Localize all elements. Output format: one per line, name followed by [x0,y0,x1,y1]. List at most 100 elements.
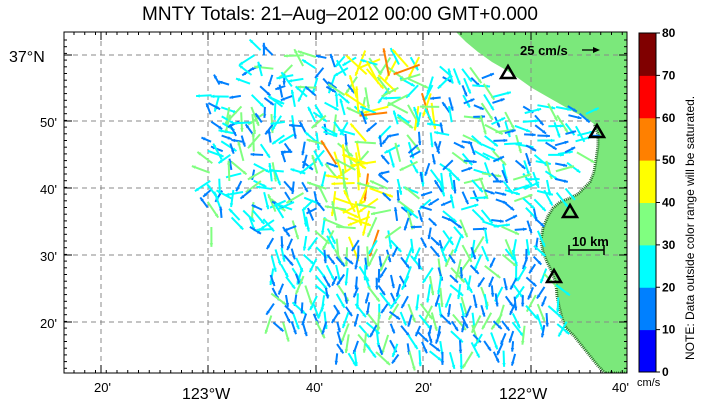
current-vector-head [334,106,339,110]
lat-label-37N: 37°N [9,49,45,66]
current-vector-head [297,85,302,89]
current-vector-head [451,364,456,369]
current-vector-head [434,141,438,146]
current-vector-head [336,60,341,65]
current-vector-head [227,136,232,140]
current-vector-head [338,340,343,345]
current-vector-icon [354,50,367,77]
current-vector-head [256,185,261,189]
current-vector-head [354,285,358,290]
current-vector-head [474,303,478,308]
lon-label-40-east: 40' [612,380,629,395]
current-vector-icon [366,216,378,238]
current-vector-head [428,315,433,320]
current-vector-head [414,66,419,71]
current-vector-head [474,269,479,274]
map-border [63,31,628,374]
current-vector-head [323,218,328,222]
current-vector-head [256,227,261,232]
current-vector-head [495,358,499,363]
current-vector-head [229,95,234,99]
current-vector-head [381,93,386,97]
current-vector-head [286,318,291,323]
current-vector-head [236,187,240,192]
current-vector-head [319,113,323,118]
current-vector-head [255,121,260,126]
current-vector-head [488,282,492,287]
current-vector-head [424,84,429,88]
current-vector-head [468,288,473,293]
current-vector-head [521,165,526,169]
current-vector-head [478,282,482,287]
current-vector-head [499,179,504,184]
current-vector-head [344,93,349,97]
current-vector-head [293,134,297,139]
current-vector-head [502,363,506,367]
current-vector-head [441,202,446,206]
current-vector-head [333,133,338,137]
current-vector-head [428,201,433,206]
current-vector-head [399,167,404,171]
current-vector-head [263,46,268,50]
current-vector-head [282,257,286,262]
current-vector-head [467,89,471,94]
current-vector-head [435,302,439,307]
current-vector-head [239,65,243,69]
current-vector-head [269,101,274,105]
current-vector-head [260,225,265,230]
current-vector-head [384,149,389,154]
current-vector-head [250,217,255,222]
current-vector-head [395,315,400,320]
current-vector-head [218,80,223,85]
current-vector-icon [365,60,380,85]
current-vector-head [392,353,396,358]
current-vector-head [256,230,261,234]
current-vector-head [403,321,407,326]
current-vector-head [305,86,310,91]
current-vector-head [430,143,434,148]
current-vector-head [417,265,422,270]
current-vector-head [308,166,313,170]
triangle-station-icon [560,202,580,219]
current-vector-head [486,84,491,89]
current-vector-head [330,275,334,280]
colorbar-segment [639,287,656,331]
current-vectors [191,38,601,371]
current-vector-head [321,330,325,335]
current-vector-head [461,328,465,333]
current-vector-head [525,184,530,188]
current-vector-head [210,94,215,99]
longitude-labels: 20' 123°W 40' 20' 122°W 40' [94,380,629,403]
current-vector-head [391,284,395,289]
current-vector-head [585,118,590,123]
current-vector-head [281,207,286,211]
current-vector-head [558,314,563,318]
current-vector-head [448,172,453,177]
current-vector-head [260,103,264,107]
current-vector-head [269,281,273,286]
current-vector-head [396,198,401,203]
current-vector-head [368,250,372,255]
current-vector-head [479,106,484,110]
current-vector-head [392,252,396,257]
current-vector-head [470,98,475,102]
current-vector-head [295,86,300,91]
current-vector-head [339,98,343,103]
current-vector-icon [355,86,360,113]
current-vector-head [311,124,316,129]
current-vector-head [556,308,560,313]
current-vector-icon [391,48,409,68]
current-vector-head [391,329,395,334]
lon-label-20: 20' [415,380,432,395]
current-vector-head [265,130,269,135]
current-vector-head [462,364,467,369]
current-vector-head [527,295,532,300]
current-vector-head [361,165,366,169]
current-vector-head [401,304,405,309]
current-vector-head [239,61,244,65]
current-vector-head [421,182,425,187]
current-vector-head [276,76,281,80]
current-vector-head [509,310,514,315]
current-vector-head [536,294,541,299]
colorbar-note: NOTE: Data outside color range will be s… [683,96,697,360]
